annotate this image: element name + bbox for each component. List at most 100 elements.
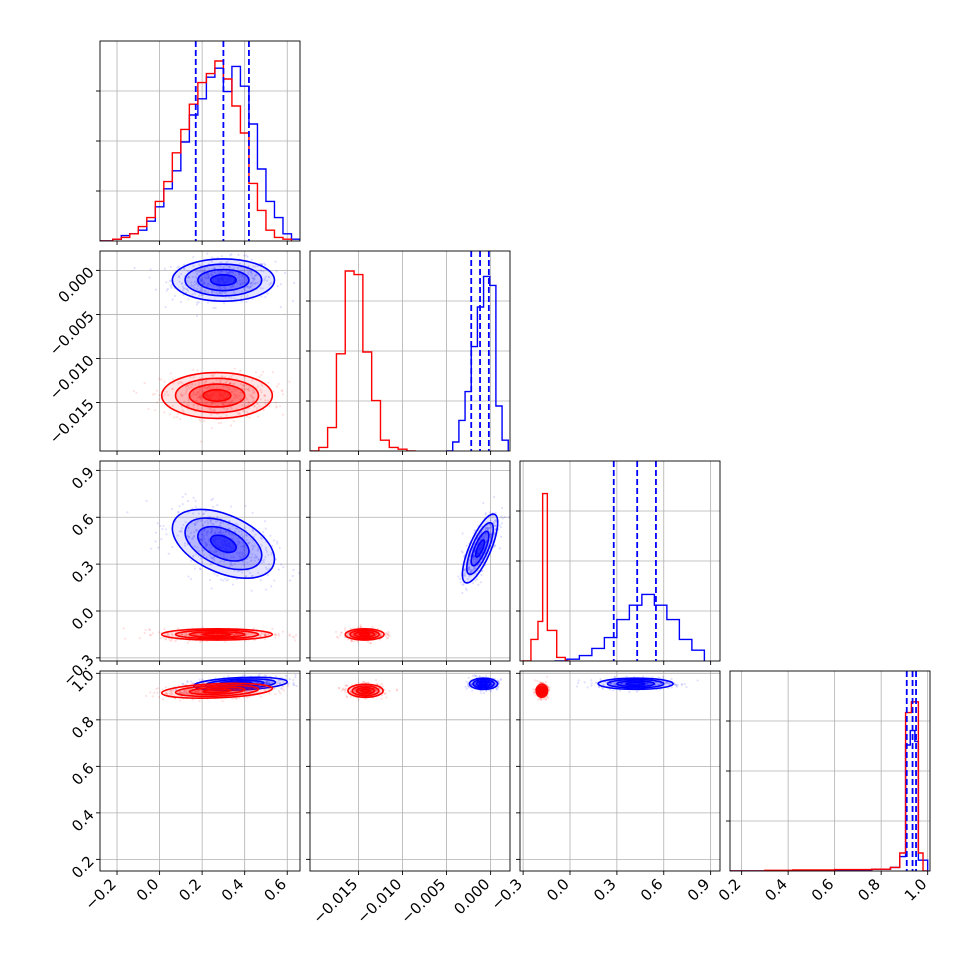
scatter-point [193,280,196,283]
scatter-point [219,265,222,268]
density-contour [474,539,486,558]
scatter-point [265,568,269,571]
scatter-point [181,382,184,385]
scatter-point [264,295,267,299]
scatter-point [213,409,216,412]
scatter-point [237,530,240,533]
scatter-point [181,634,184,637]
scatter-point [472,554,475,557]
scatter-point [211,290,214,294]
scatter-point [227,533,231,536]
scatter-point [217,531,220,534]
scatter-point [242,287,245,290]
scatter-point [215,378,218,381]
scatter-point [210,290,213,293]
scatter-point [249,559,252,563]
scatter-point [387,630,390,634]
scatter-point [182,523,185,527]
scatter-point [472,560,475,563]
scatter-point [470,682,473,685]
scatter-point [126,511,129,514]
scatter-point [247,542,250,545]
scatter-point [149,691,152,694]
scatter-point [475,675,478,678]
scatter-point [489,523,493,527]
scatter-point [224,640,227,643]
scatter-point [224,530,228,533]
scatter-point [191,690,194,693]
panel-3-0: −0.2 0.0 0.2 0.4 0.60.20.40.60.81.0 [68,666,301,914]
scatter-point [203,419,206,423]
scatter-point [191,390,195,394]
scatter-point [276,284,279,288]
scatter-point [252,276,255,280]
scatter-point [472,555,475,558]
scatter-point [164,691,168,695]
scatter-point [199,519,202,523]
scatter-point [350,639,353,643]
scatter-point [236,527,239,531]
scatter-point [279,681,282,684]
density-contour [209,534,237,554]
scatter-point [222,403,225,407]
scatter-point [242,541,245,545]
scatter-point [227,675,230,678]
scatter-point [500,506,504,510]
scatter-point [215,550,218,553]
scatter-point [206,519,209,522]
scatter-point [238,554,241,557]
scatter-point [160,378,163,381]
scatter-point [197,390,200,393]
scatter-point [170,693,173,696]
scatter-point [291,635,294,638]
scatter-point [190,281,193,284]
scatter-point [171,404,175,407]
scatter-point [189,693,192,696]
scatter-point [209,283,212,287]
scatter-point [195,690,198,694]
scatter-point [203,521,207,524]
panel-content [337,674,503,701]
scatter-point [195,303,199,306]
scatter-point [252,390,255,393]
y-tick-label: 0.0 [68,604,98,634]
scatter-point [463,569,466,572]
scatter-point [260,295,263,298]
scatter-point [214,532,217,535]
scatter-point [204,545,208,548]
scatter-point [210,256,214,259]
scatter-point [194,283,197,286]
scatter-point [369,642,372,645]
density-fill [210,274,237,286]
scatter-point [233,688,236,691]
scatter-point [221,292,224,295]
scatter-point [240,553,244,556]
scatter-point [246,690,249,693]
scatter-point [497,680,500,683]
scatter-point [145,694,148,698]
scatter-point [163,411,166,414]
scatter-point [254,274,257,277]
scatter-point [467,685,470,688]
scatter-point [203,289,206,292]
scatter-point [252,280,255,283]
scatter-point [200,689,203,692]
scatter-point [200,561,204,564]
scatter-point [485,540,488,544]
scatter-point [352,633,355,636]
scatter-point [253,544,256,548]
scatter-point [257,558,260,561]
scatter-point [242,696,245,699]
scatter-point [245,281,248,284]
scatter-point [185,689,188,692]
scatter-point [185,633,188,636]
scatter-point [216,527,219,530]
scatter-point [257,558,260,561]
scatter-point [243,281,246,284]
scatter-point [489,519,492,522]
scatter-point [488,527,491,530]
scatter-point [268,686,271,689]
scatter-point [224,400,228,403]
scatter-point [193,531,196,534]
scatter-point [235,551,238,554]
